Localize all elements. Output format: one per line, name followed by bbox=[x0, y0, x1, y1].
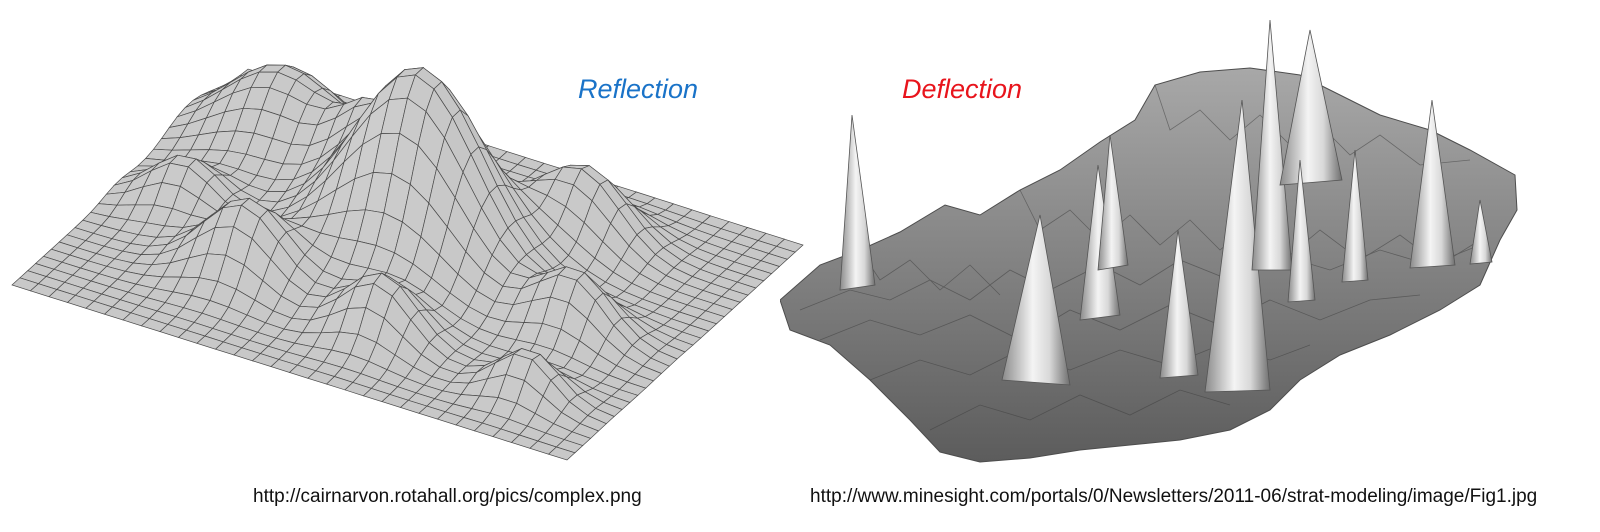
spiky-terrain-image bbox=[780, 0, 1600, 480]
deflection-label: Deflection bbox=[902, 74, 1022, 105]
reflection-panel: Reflection http://cairnarvon.rotahall.or… bbox=[0, 0, 820, 532]
deflection-source-caption: http://www.minesight.com/portals/0/Newsl… bbox=[810, 486, 1537, 508]
reflection-source-caption: http://cairnarvon.rotahall.org/pics/comp… bbox=[253, 486, 642, 508]
deflection-panel: Deflection http://www.minesight.com/port… bbox=[780, 0, 1600, 532]
reflection-label: Reflection bbox=[578, 74, 698, 105]
wireframe-surface-image bbox=[0, 0, 820, 480]
